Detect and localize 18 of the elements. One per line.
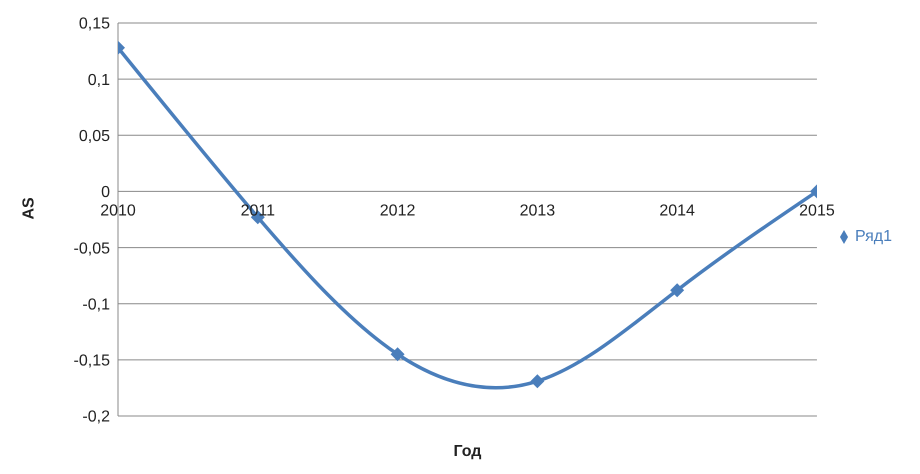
y-tick-label: 0,1: [88, 72, 110, 89]
x-tick-label: 2013: [520, 202, 556, 220]
y-tick-label: -0,1: [82, 296, 110, 314]
x-tick-label: 2015: [799, 202, 835, 220]
y-tick-label: -0,15: [74, 352, 110, 370]
x-axis-title: Год: [453, 443, 482, 460]
x-tick-label: 2014: [659, 202, 696, 220]
point: [530, 374, 544, 388]
y-tick-label: -0,2: [82, 408, 110, 426]
y-tick-label: 0,15: [78, 16, 110, 33]
legend-label: Ряд1: [854, 228, 892, 245]
y-tick-label: -0,05: [74, 240, 110, 258]
x-tick-label: 2012: [380, 202, 416, 220]
x-tick-label: 2010: [100, 202, 136, 220]
y-tick-label: 0,05: [78, 128, 110, 145]
point: [390, 347, 405, 362]
y-tick-label: 0: [101, 184, 110, 202]
y-axis-title: AS: [20, 196, 38, 220]
